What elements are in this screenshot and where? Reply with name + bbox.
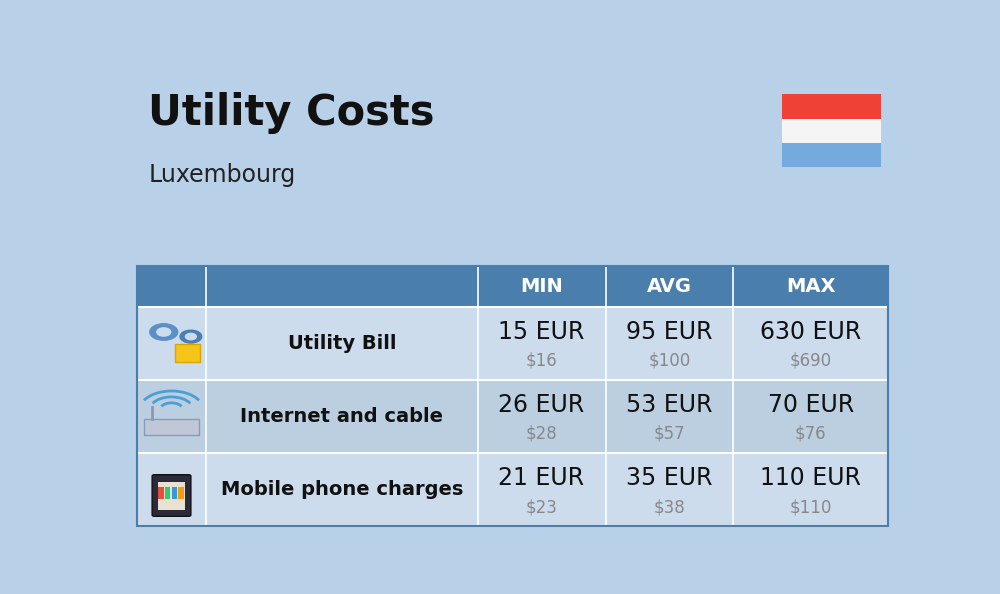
- Text: 21 EUR: 21 EUR: [498, 466, 585, 491]
- Text: $110: $110: [790, 498, 832, 516]
- Bar: [782, 143, 881, 168]
- Bar: [137, 266, 478, 307]
- Bar: [178, 488, 184, 499]
- Text: Utility Costs: Utility Costs: [148, 92, 435, 134]
- Text: $16: $16: [526, 352, 557, 370]
- Text: 630 EUR: 630 EUR: [760, 320, 862, 344]
- Text: MIN: MIN: [520, 277, 563, 296]
- Text: $28: $28: [526, 425, 557, 443]
- Bar: [165, 488, 170, 499]
- Circle shape: [180, 330, 202, 343]
- Text: Luxembourg: Luxembourg: [148, 163, 296, 187]
- Text: $38: $38: [654, 498, 685, 516]
- Text: Internet and cable: Internet and cable: [240, 407, 444, 426]
- Text: 15 EUR: 15 EUR: [498, 320, 585, 344]
- Text: $57: $57: [654, 425, 685, 443]
- Bar: [137, 266, 888, 526]
- Bar: [137, 453, 888, 526]
- Circle shape: [157, 328, 171, 336]
- Text: 95 EUR: 95 EUR: [626, 320, 713, 344]
- Bar: [158, 488, 164, 499]
- Text: $76: $76: [795, 425, 827, 443]
- Text: 35 EUR: 35 EUR: [626, 466, 713, 491]
- Bar: [137, 307, 888, 380]
- Text: $23: $23: [526, 498, 558, 516]
- Bar: [175, 345, 200, 362]
- Text: Mobile phone charges: Mobile phone charges: [221, 481, 463, 500]
- Circle shape: [185, 333, 196, 340]
- Bar: [782, 94, 881, 119]
- Text: $100: $100: [648, 352, 691, 370]
- Bar: [782, 119, 881, 143]
- Bar: [137, 266, 888, 307]
- Text: 70 EUR: 70 EUR: [768, 393, 854, 417]
- Bar: [144, 419, 199, 435]
- FancyBboxPatch shape: [152, 475, 191, 516]
- Text: 53 EUR: 53 EUR: [626, 393, 713, 417]
- Circle shape: [150, 324, 178, 340]
- Text: 26 EUR: 26 EUR: [498, 393, 585, 417]
- Text: AVG: AVG: [647, 277, 692, 296]
- Text: MAX: MAX: [786, 277, 836, 296]
- Text: Utility Bill: Utility Bill: [288, 334, 396, 353]
- Bar: [137, 380, 888, 453]
- Bar: [158, 482, 185, 510]
- Text: 110 EUR: 110 EUR: [760, 466, 861, 491]
- Bar: [172, 488, 177, 499]
- Text: $690: $690: [790, 352, 832, 370]
